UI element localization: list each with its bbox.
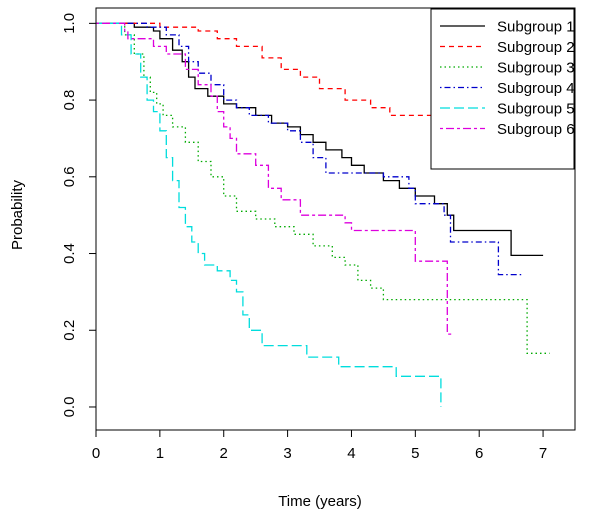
series-line-1 bbox=[96, 22, 544, 257]
x-tick-label: 7 bbox=[539, 445, 547, 462]
series-line-6 bbox=[96, 22, 454, 335]
series-line-4 bbox=[96, 22, 524, 276]
y-tick-label: 0.2 bbox=[61, 320, 78, 341]
x-tick-label: 4 bbox=[347, 445, 355, 462]
legend-box bbox=[430, 8, 575, 170]
y-tick-label: 0.8 bbox=[61, 90, 78, 111]
series-line-5 bbox=[96, 22, 442, 407]
legend-label: Subgroup 5 bbox=[497, 100, 575, 117]
y-tick-label: 0.4 bbox=[61, 243, 78, 264]
legend-label: Subgroup 6 bbox=[497, 121, 575, 138]
legend-label: Subgroup 3 bbox=[497, 59, 575, 76]
y-axis: 0.0 0.2 0.4 0.6 0.8 1.0 bbox=[61, 13, 96, 417]
plot-frame bbox=[95, 7, 576, 431]
x-axis-label: Time (years) bbox=[278, 493, 362, 510]
x-tick-label: 5 bbox=[411, 445, 419, 462]
x-tick-label: 2 bbox=[220, 445, 228, 462]
x-tick-label: 0 bbox=[92, 445, 100, 462]
x-tick-label: 3 bbox=[283, 445, 291, 462]
legend: Subgroup 1 Subgroup 2 Subgroup 3 Subgroup 4… bbox=[430, 8, 575, 170]
legend-label: Subgroup 1 bbox=[497, 18, 575, 35]
series-layer bbox=[96, 22, 550, 407]
legend-label: Subgroup 2 bbox=[497, 39, 575, 56]
x-axis: 0 1 2 3 4 5 6 7 bbox=[92, 430, 547, 462]
legend-label: Subgroup 4 bbox=[497, 80, 575, 97]
y-tick-label: 0.0 bbox=[61, 397, 78, 418]
series-line-3 bbox=[96, 22, 550, 354]
y-tick-label: 0.6 bbox=[61, 166, 78, 187]
x-tick-label: 6 bbox=[475, 445, 483, 462]
y-tick-label: 1.0 bbox=[61, 13, 78, 34]
y-axis-label: Probability bbox=[9, 179, 26, 250]
x-tick-label: 1 bbox=[156, 445, 164, 462]
